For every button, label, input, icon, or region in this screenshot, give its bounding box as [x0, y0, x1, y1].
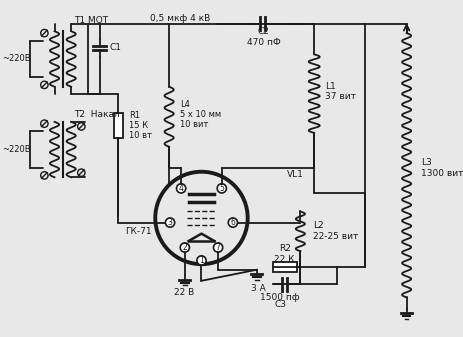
Circle shape	[165, 218, 174, 227]
Text: R1
15 К
10 вт: R1 15 К 10 вт	[129, 111, 152, 141]
Text: 4: 4	[178, 184, 183, 193]
Bar	[272, 262, 296, 272]
Text: VL1: VL1	[287, 170, 304, 179]
Text: С3: С3	[274, 300, 285, 309]
Text: L3
1300 вит: L3 1300 вит	[420, 158, 463, 178]
Text: ~220В: ~220В	[2, 55, 31, 63]
Text: ГК-71: ГК-71	[125, 227, 151, 236]
Circle shape	[176, 184, 185, 193]
Text: 6: 6	[230, 218, 235, 227]
Bar	[113, 113, 123, 139]
Text: C1: C1	[109, 43, 121, 52]
Text: L1
37 вит: L1 37 вит	[325, 82, 356, 101]
Circle shape	[213, 243, 222, 252]
Text: 0,5 мкф 4 кВ: 0,5 мкф 4 кВ	[150, 14, 210, 23]
Text: ~220В: ~220В	[2, 145, 31, 154]
Text: C2
470 пФ: C2 470 пФ	[246, 27, 280, 47]
Circle shape	[196, 256, 206, 265]
Circle shape	[217, 184, 226, 193]
Circle shape	[228, 218, 237, 227]
Text: L4
5 х 10 мм
10 вит: L4 5 х 10 мм 10 вит	[180, 99, 221, 129]
Text: 3 А: 3 А	[251, 284, 266, 293]
Text: 1500 пф: 1500 пф	[260, 293, 299, 302]
Text: T1 МОТ: T1 МОТ	[74, 16, 108, 25]
Text: 22 В: 22 В	[174, 288, 194, 297]
Text: 1: 1	[199, 256, 203, 265]
Text: 7: 7	[215, 243, 220, 252]
Text: 3: 3	[167, 218, 172, 227]
Text: 5: 5	[219, 184, 224, 193]
Text: L2
22-25 вит: L2 22-25 вит	[313, 221, 358, 241]
Circle shape	[180, 243, 189, 252]
Text: 2: 2	[182, 243, 187, 252]
Text: T2  Накал: T2 Накал	[74, 110, 119, 119]
Text: R2
22 К: R2 22 К	[274, 244, 294, 264]
